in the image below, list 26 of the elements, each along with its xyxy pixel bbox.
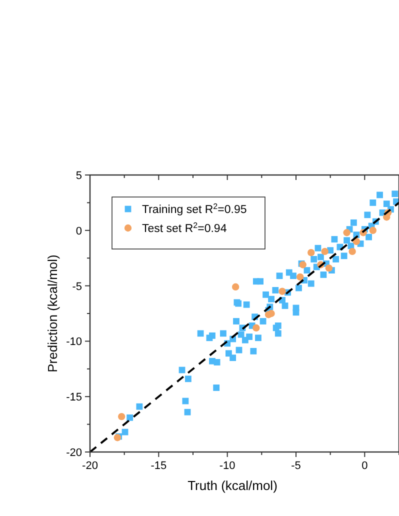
x-tick-label: -10 — [219, 460, 236, 472]
point — [369, 226, 377, 234]
x-tick-label: -5 — [291, 460, 301, 472]
x-tick-label: -15 — [150, 460, 167, 472]
y-tick-label: -20 — [66, 447, 82, 459]
y-tick-label: -15 — [66, 392, 82, 404]
point — [278, 288, 286, 295]
point — [296, 273, 304, 281]
legend-label: Training set R$^{2}$=0.95 — [142, 202, 247, 216]
legend-label: Test set R$^{2}$=0.94 — [142, 220, 228, 235]
y-axis-title: Prediction (kcal/mol) — [45, 254, 60, 372]
point — [343, 229, 350, 236]
point — [268, 310, 275, 318]
point — [308, 248, 315, 256]
y-tick-label: 5 — [76, 170, 82, 182]
point — [118, 412, 126, 420]
point — [252, 324, 260, 332]
point — [348, 248, 356, 256]
point — [325, 264, 333, 272]
x-axis-title: Truth (kcal/mol) — [188, 478, 278, 493]
x-tick-label: 0 — [362, 460, 368, 472]
point — [232, 283, 240, 291]
y-tick-label: -10 — [66, 336, 82, 348]
y-tick-label: 0 — [76, 225, 82, 238]
point — [321, 248, 328, 256]
y-tick-label: -5 — [72, 280, 82, 293]
